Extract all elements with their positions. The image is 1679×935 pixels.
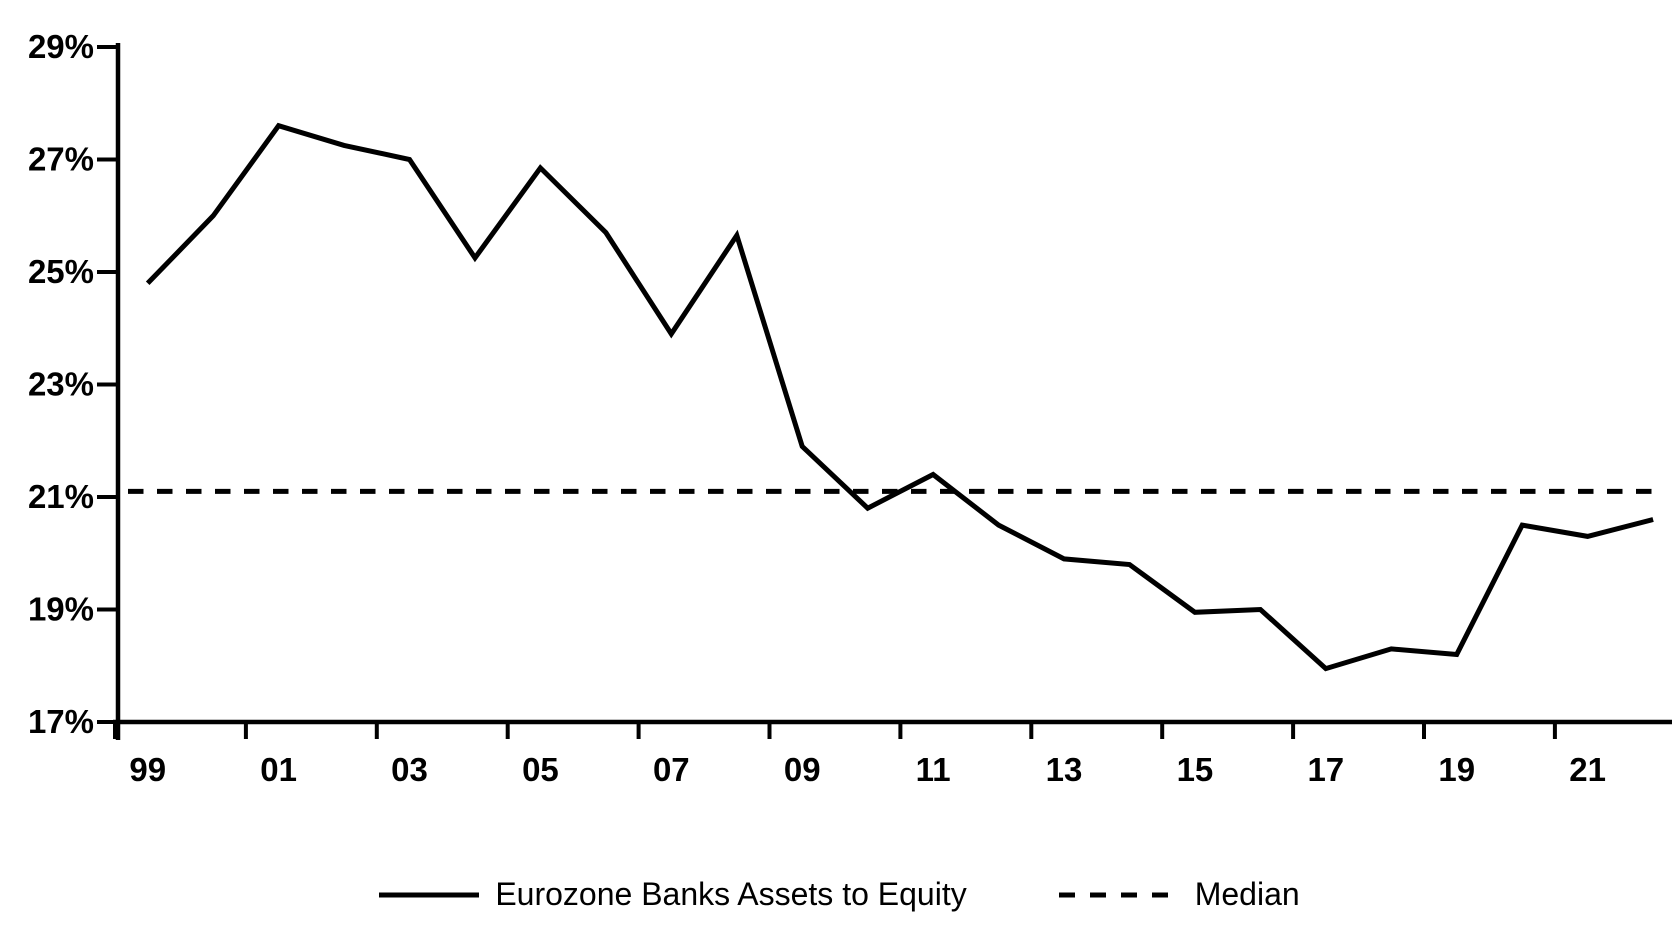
chart-legend: Eurozone Banks Assets to Equity Median bbox=[0, 876, 1679, 913]
legend-label-series: Eurozone Banks Assets to Equity bbox=[495, 876, 967, 912]
x-axis-label: 15 bbox=[1177, 751, 1214, 788]
x-axis-label: 05 bbox=[522, 751, 559, 788]
y-axis-label: 25% bbox=[28, 253, 94, 290]
dashed-line-swatch bbox=[1058, 892, 1179, 897]
x-axis-label: 99 bbox=[129, 751, 166, 788]
x-axis-label: 21 bbox=[1569, 751, 1606, 788]
x-axis-label: 13 bbox=[1046, 751, 1083, 788]
y-axis-label: 23% bbox=[28, 366, 94, 403]
x-axis-label: 03 bbox=[391, 751, 428, 788]
x-axis-label: 09 bbox=[784, 751, 821, 788]
series-line-eurozone-banks-assets-to-equity bbox=[145, 122, 1654, 672]
x-axis-label: 11 bbox=[916, 751, 951, 788]
x-axis-label: 07 bbox=[653, 751, 690, 788]
y-axis-label: 29% bbox=[28, 28, 94, 65]
x-axis-label: 17 bbox=[1307, 751, 1344, 788]
y-axis-label: 21% bbox=[28, 478, 94, 515]
x-axis-label: 01 bbox=[260, 751, 297, 788]
x-axis-label: 19 bbox=[1438, 751, 1475, 788]
solid-line-swatch bbox=[379, 892, 480, 897]
legend-item-series: Eurozone Banks Assets to Equity bbox=[379, 876, 967, 913]
y-axis-label: 19% bbox=[28, 591, 94, 628]
y-axis-label: 27% bbox=[28, 141, 94, 178]
legend-label-median: Median bbox=[1194, 876, 1300, 912]
legend-item-median: Median bbox=[1058, 876, 1300, 913]
y-axis-label: 17% bbox=[28, 703, 94, 740]
